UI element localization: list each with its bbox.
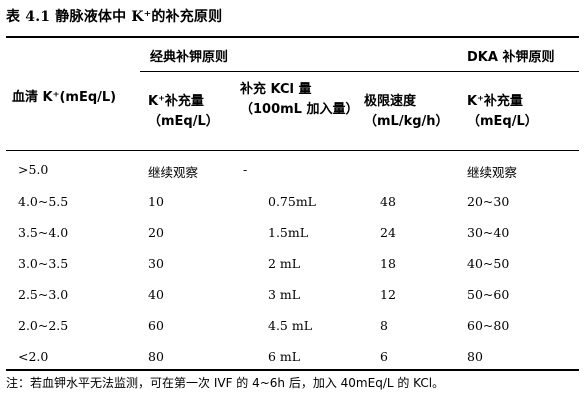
cell-k-supplement-row7: 80 — [148, 349, 164, 364]
header-rule — [6, 150, 579, 151]
cell-serum-k-row7: <2.0 — [18, 349, 49, 364]
table-title: 表 4.1 静脉液体中 K⁺的补充原则 — [6, 9, 223, 25]
kcl-amount-header: 补充 KCl 量（100mL 加入量） — [240, 82, 359, 117]
cell-dka-row7: 80 — [467, 349, 483, 364]
classic-group-header: 经典补钾原则 — [150, 50, 229, 65]
group-underline — [140, 71, 579, 72]
cell-k-supplement-row5: 40 — [148, 287, 164, 302]
cell-limit-rate-row5: 12 — [380, 287, 396, 302]
cell-kcl-amount-row7: 6 mL — [268, 349, 301, 364]
cell-serum-k-row3: 3.5~4.0 — [18, 225, 69, 240]
cell-dka-row4: 40~50 — [467, 256, 510, 271]
cell-dka-row2: 20~30 — [467, 194, 510, 209]
cell-kcl-amount-row6: 4.5 mL — [268, 318, 313, 333]
cell-dka-row5: 50~60 — [467, 287, 510, 302]
cell-limit-rate-row3: 24 — [380, 225, 396, 240]
cell-serum-k-row2: 4.0~5.5 — [18, 194, 69, 209]
cell-kcl-amount-row3: 1.5mL — [268, 225, 309, 240]
footnote: 注：若血钾水平无法监测，可在第一次 IVF 的 4~6h 后，加入 40mEq/… — [6, 376, 445, 390]
cell-serum-k-row6: 2.0~2.5 — [18, 318, 69, 333]
cell-dka-row1: 继续观察 — [467, 165, 518, 180]
cell-dka-row6: 60~80 — [467, 318, 510, 333]
dka-group-header: DKA 补钾原则 — [467, 50, 555, 65]
cell-limit-rate-row7: 6 — [380, 349, 388, 364]
cell-serum-k-row4: 3.0~3.5 — [18, 256, 69, 271]
cell-k-supplement-row6: 60 — [148, 318, 164, 333]
bottom-rule — [6, 369, 579, 371]
cell-k-supplement-row4: 30 — [148, 256, 164, 271]
cell-serum-k-row1: >5.0 — [18, 162, 49, 177]
cell-kcl-amount-row1: - — [243, 162, 248, 177]
cell-limit-rate-row6: 8 — [380, 318, 388, 333]
cell-kcl-amount-row5: 3 mL — [268, 287, 301, 302]
dka-k-supplement-header: K⁺补充量（mEq/L） — [467, 94, 538, 129]
cell-limit-rate-row4: 18 — [380, 256, 396, 271]
cell-kcl-amount-row4: 2 mL — [268, 256, 301, 271]
cell-k-supplement-row2: 10 — [148, 194, 164, 209]
cell-k-supplement-row1: 继续观察 — [148, 165, 199, 180]
serum-k-header: 血清 K⁺(mEq/L) — [12, 90, 117, 105]
cell-serum-k-row5: 2.5~3.0 — [18, 287, 69, 302]
cell-kcl-amount-row2: 0.75mL — [268, 194, 316, 209]
top-rule — [6, 36, 579, 38]
cell-limit-rate-row2: 48 — [380, 194, 396, 209]
limit-rate-header: 极限速度（mL/kg/h） — [364, 94, 449, 129]
k-supplement-header: K⁺补充量（mEq/L） — [148, 94, 219, 129]
cell-dka-row3: 30~40 — [467, 225, 510, 240]
cell-k-supplement-row3: 20 — [148, 225, 164, 240]
